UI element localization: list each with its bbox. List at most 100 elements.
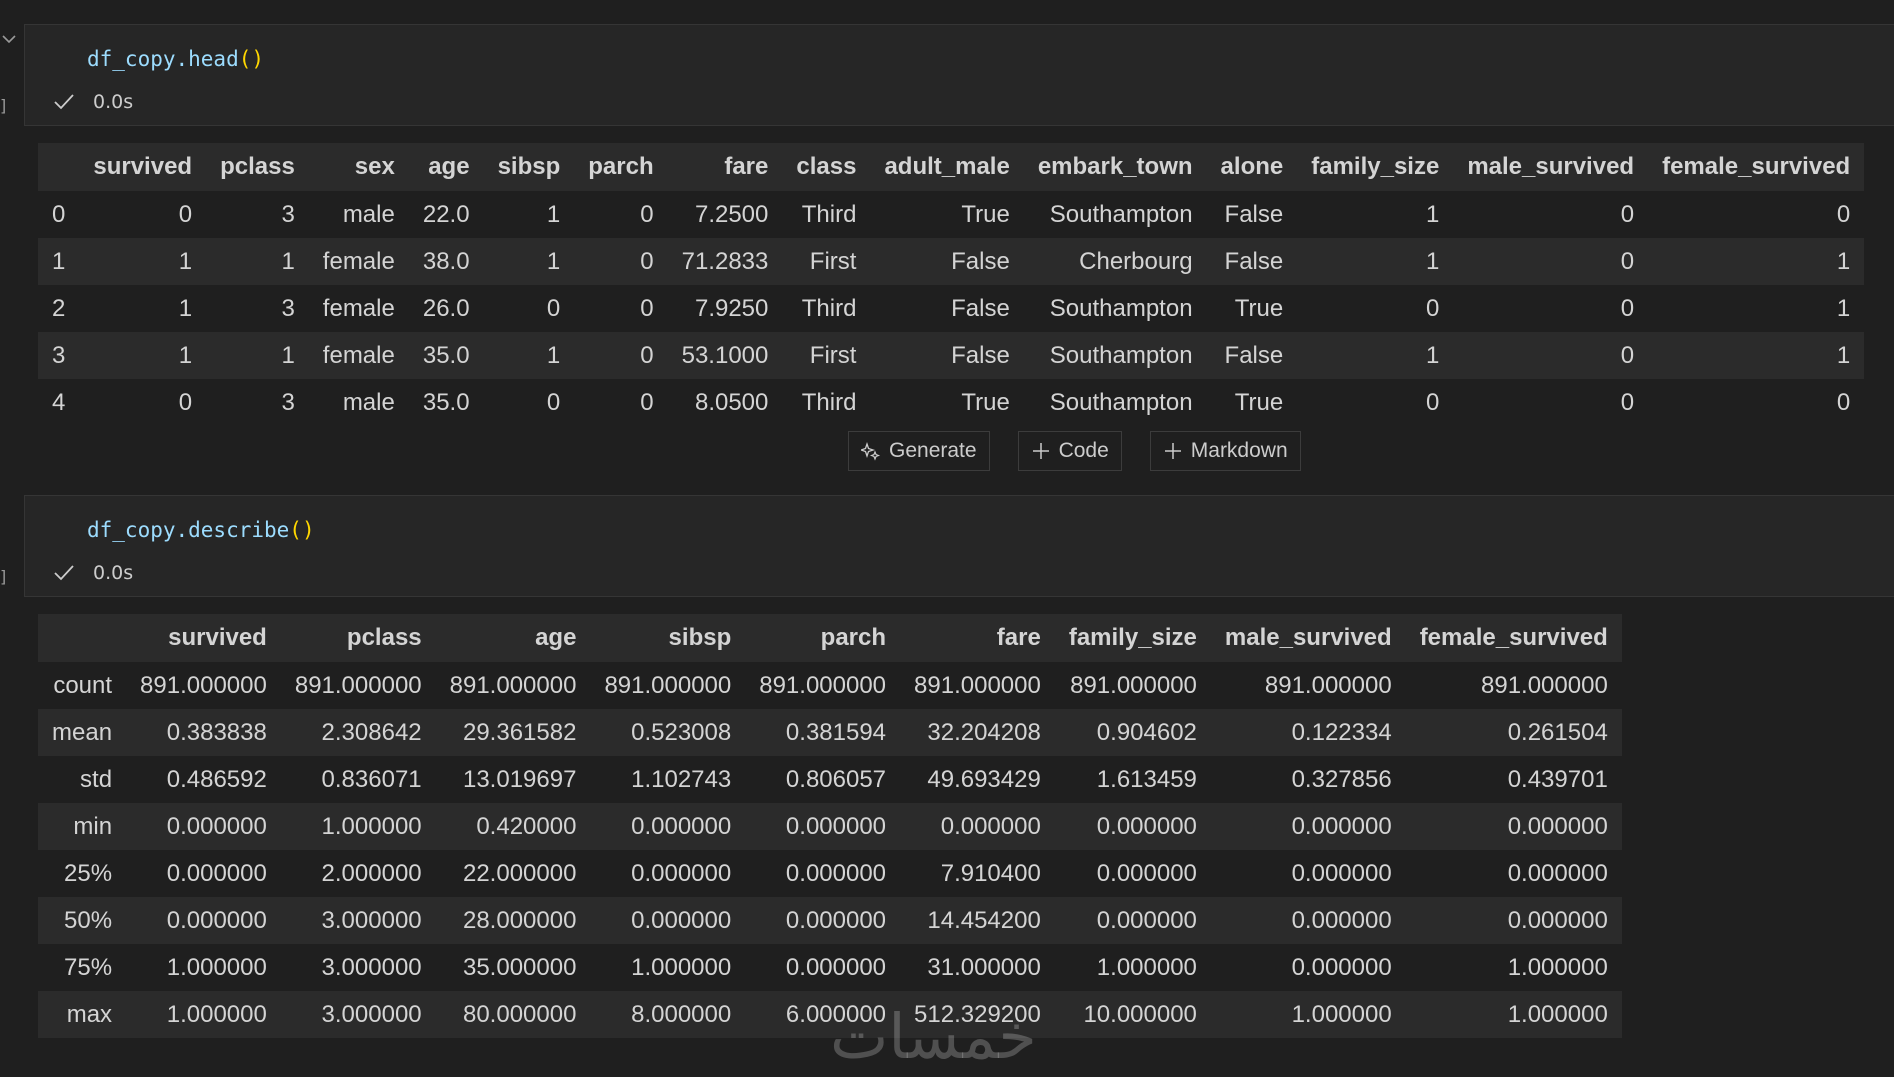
column-header: embark_town xyxy=(1023,143,1207,191)
table-cell: 1 xyxy=(483,332,575,379)
dataframe-table: survived pclass sex age sibsp parch fare class a… xyxy=(38,143,1865,426)
table-cell: 3.000000 xyxy=(280,944,436,991)
column-header: parch xyxy=(745,614,901,662)
table-cell: 2.308642 xyxy=(280,709,436,756)
table-cell: 891.000000 xyxy=(1210,662,1406,709)
table-cell: 891.000000 xyxy=(435,662,591,709)
table-cell: 1 xyxy=(79,332,207,379)
table-cell: 1 xyxy=(1297,332,1454,379)
code-cell-head[interactable]: df_copy.head() 0.0s xyxy=(24,24,1894,126)
table-cell: 0 xyxy=(1648,191,1865,238)
column-header: survived xyxy=(79,143,207,191)
table-cell: 3.000000 xyxy=(280,897,436,944)
code-cell-describe[interactable]: df_copy.describe() 0.0s xyxy=(24,495,1894,597)
check-icon xyxy=(54,94,74,110)
markdown-label: Markdown xyxy=(1190,439,1288,462)
table-cell: Cherbourg xyxy=(1023,238,1207,285)
column-header: class xyxy=(782,143,871,191)
table-cell: 0 xyxy=(483,285,575,332)
table-cell: 1 xyxy=(1648,285,1865,332)
table-cell: 0.000000 xyxy=(1210,944,1406,991)
table-cell: 1.000000 xyxy=(280,803,436,850)
table-cell: 0.836071 xyxy=(280,756,436,803)
table-cell: 35.000000 xyxy=(435,944,591,991)
code-parens: () xyxy=(238,47,265,71)
table-cell: 1 xyxy=(206,332,309,379)
table-cell: 0.000000 xyxy=(745,850,901,897)
column-header: male_survived xyxy=(1453,143,1649,191)
watermark-logo: خمسات xyxy=(830,1000,1037,1073)
table-cell: 0.000000 xyxy=(590,850,746,897)
table-cell: 1.000000 xyxy=(1405,944,1622,991)
table-cell: True xyxy=(1206,285,1298,332)
table-cell: 0 xyxy=(574,379,668,426)
code-label: Code xyxy=(1058,439,1109,462)
table-cell: 53.1000 xyxy=(667,332,783,379)
table-cell: 0 xyxy=(574,238,668,285)
table-cell: Third xyxy=(782,191,871,238)
column-header: alone xyxy=(1206,143,1298,191)
table-cell: 0.000000 xyxy=(126,897,281,944)
execution-count-label: ] xyxy=(0,567,7,586)
column-header: fare xyxy=(900,614,1055,662)
table-cell: 29.361582 xyxy=(435,709,591,756)
table-cell: 0.122334 xyxy=(1210,709,1406,756)
execution-status: 0.0s xyxy=(53,562,133,584)
execution-time: 0.0s xyxy=(93,91,134,113)
table-cell: Southampton xyxy=(1023,332,1207,379)
column-header: sibsp xyxy=(483,143,575,191)
code-text: df_copy.head xyxy=(87,47,239,71)
table-cell: female xyxy=(308,285,409,332)
table-cell: First xyxy=(782,238,871,285)
column-header: adult_male xyxy=(870,143,1024,191)
table-cell: Southampton xyxy=(1023,285,1207,332)
table-cell: 0.261504 xyxy=(1405,709,1622,756)
collapse-chevron-icon[interactable] xyxy=(2,34,16,44)
generate-label: Generate xyxy=(889,439,977,462)
code-editor[interactable]: df_copy.describe() xyxy=(87,518,315,542)
add-markdown-cell-button[interactable]: Markdown xyxy=(1149,431,1301,471)
column-header: family_size xyxy=(1297,143,1454,191)
column-header: sex xyxy=(308,143,409,191)
table-cell: 0.000000 xyxy=(590,897,746,944)
table-cell: 1 xyxy=(1648,238,1865,285)
table-cell: 891.000000 xyxy=(1054,662,1211,709)
table-cell: male xyxy=(308,379,409,426)
table-row: 0 0 3 male 22.0 1 0 7.2500 Third True Southampton F… xyxy=(38,191,1865,238)
table-cell: 0.000000 xyxy=(1210,897,1406,944)
execution-time: 0.0s xyxy=(93,562,134,584)
table-cell: 26.0 xyxy=(408,285,484,332)
table-cell: 0.420000 xyxy=(435,803,591,850)
table-cell: 0.383838 xyxy=(126,709,281,756)
table-cell: 71.2833 xyxy=(667,238,783,285)
table-cell: 0 xyxy=(79,191,207,238)
add-code-cell-button[interactable]: Code xyxy=(1017,431,1122,471)
table-cell: 1 xyxy=(79,238,207,285)
table-cell: 0.327856 xyxy=(1210,756,1406,803)
row-index-cell: 2 xyxy=(38,285,80,332)
sparkle-icon xyxy=(861,441,881,461)
code-editor[interactable]: df_copy.head() xyxy=(87,47,264,71)
table-cell: 0.000000 xyxy=(1405,897,1622,944)
execution-count-label: ] xyxy=(0,96,7,115)
table-row: 1 1 1 female 38.0 1 0 71.2833 First False Cherbour… xyxy=(38,238,1865,285)
plus-icon xyxy=(1032,443,1049,459)
table-cell: 13.019697 xyxy=(435,756,591,803)
table-cell: 891.000000 xyxy=(126,662,281,709)
table-cell: 3 xyxy=(206,285,309,332)
table-row: 25% 0.000000 2.000000 22.000000 0.000000 0.00… xyxy=(38,850,1622,897)
table-cell: False xyxy=(1206,332,1298,379)
table-cell: 0.000000 xyxy=(1054,803,1211,850)
table-cell: 512.329200 xyxy=(900,991,1055,1038)
table-cell: 0.000000 xyxy=(745,803,901,850)
table-cell: 891.000000 xyxy=(590,662,746,709)
row-index-cell: 1 xyxy=(38,238,80,285)
column-header: family_size xyxy=(1054,614,1211,662)
table-cell: 1.613459 xyxy=(1054,756,1211,803)
table-row: 50% 0.000000 3.000000 28.000000 0.000000 0.00… xyxy=(38,897,1622,944)
generate-button[interactable]: Generate xyxy=(848,431,990,471)
index-header xyxy=(38,614,127,662)
table-cell: 22.0 xyxy=(408,191,484,238)
table-cell: 8.0500 xyxy=(667,379,783,426)
table-row: 4 0 3 male 35.0 0 0 8.0500 Third True Southampton T… xyxy=(38,379,1865,426)
